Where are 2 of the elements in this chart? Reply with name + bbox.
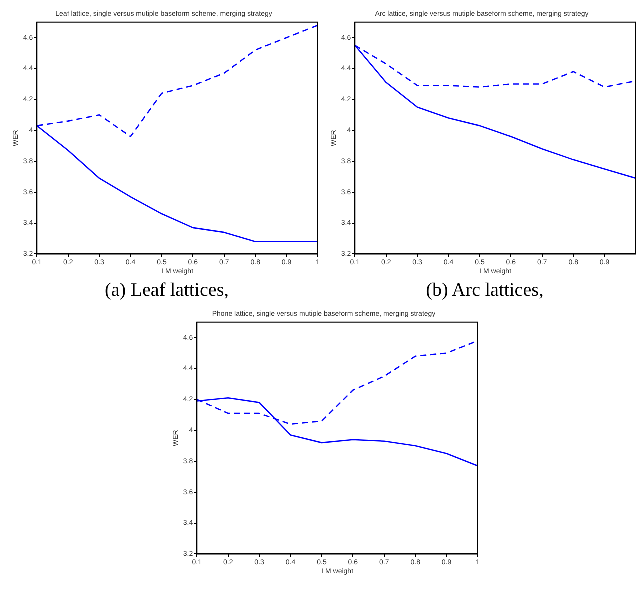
text: (b) Arc lattices, [425,280,545,302]
text: (a) Leaf lattices, [104,280,230,302]
